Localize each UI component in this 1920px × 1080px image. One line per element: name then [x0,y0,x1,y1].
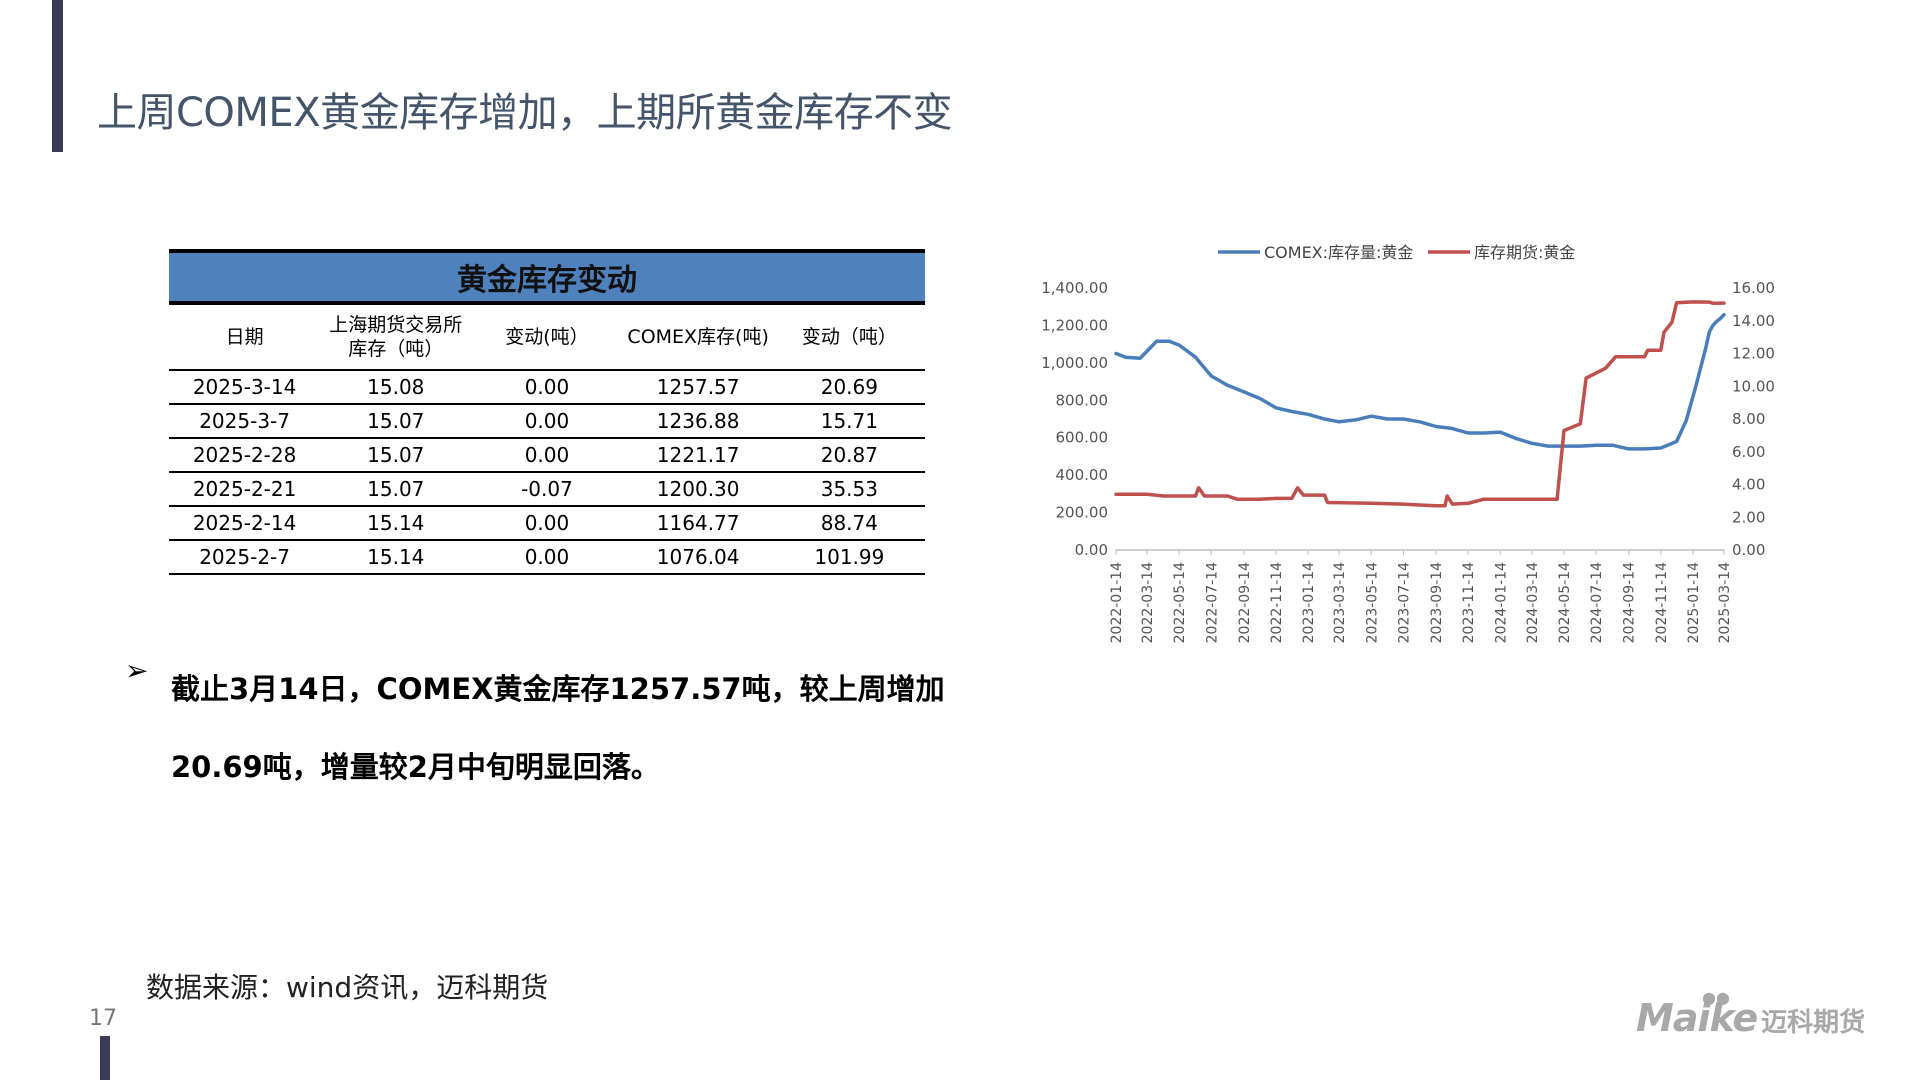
y-right-tick-label: 14.00 [1732,312,1775,330]
cell-shfe-change: 0.00 [471,438,623,473]
table-row: 2025-2-21 15.07 -0.07 1200.30 35.53 [169,472,925,507]
x-tick-label: 2023-05-14 [1364,562,1380,643]
logo-cn: 迈科期货 [1761,1008,1866,1038]
table-row: 2025-3-14 15.08 0.00 1257.57 20.69 [169,370,925,405]
accent-bar-top [52,0,63,152]
x-tick-label: 2022-07-14 [1204,562,1220,643]
y-right-tick-label: 0.00 [1732,541,1765,559]
legend-label: 库存期货:黄金 [1474,243,1575,262]
inventory-table: 黄金库存变动 日期 上海期货交易所库存（吨） 变动(吨） COMEX库存(吨) … [169,249,925,575]
column-header-comex-inventory: COMEX库存(吨) [622,303,774,371]
x-tick-label: 2022-05-14 [1172,562,1188,643]
y-left-tick-label: 1,000.00 [1041,354,1108,372]
cell-shfe-inventory: 15.08 [320,370,472,405]
cell-shfe-inventory: 15.14 [320,540,472,575]
y-left-tick-label: 0.00 [1075,541,1108,559]
cell-date: 2025-3-7 [169,404,321,439]
x-tick-label: 2025-03-14 [1717,562,1733,643]
cell-date: 2025-3-14 [169,370,321,405]
series-line-shfe [1114,300,1726,508]
inventory-line-chart: 0.00 200.00 400.00 600.00 800.00 1,000.00 1,20… [1041,243,1775,643]
y-right-tick-label: 16.00 [1732,279,1775,297]
company-logo: ●● Maike 迈科期货 [1636,988,1866,1044]
page-number: 17 [89,1006,117,1031]
y-left-tick-label: 1,200.00 [1041,316,1108,334]
x-tick-label: 2023-07-14 [1396,562,1412,643]
cell-date: 2025-2-28 [169,438,321,473]
x-tick-label: 2022-11-14 [1269,562,1285,643]
cell-comex-change: 20.87 [773,438,925,473]
cell-shfe-change: 0.00 [471,506,623,541]
x-tick-label: 2024-03-14 [1525,562,1541,643]
cell-comex-change: 35.53 [773,472,925,507]
table-row: 2025-2-14 15.14 0.00 1164.77 88.74 [169,506,925,541]
x-tick-label: 2022-09-14 [1237,562,1253,643]
x-tick-label: 2023-09-14 [1429,562,1445,643]
column-header-shfe-change: 变动(吨） [471,303,623,371]
table-row: 2025-3-7 15.07 0.00 1236.88 15.71 [169,404,925,439]
x-tick-label: 2022-03-14 [1140,562,1156,643]
x-tick-label: 2024-07-14 [1589,562,1605,643]
summary-text: 截止3月14日，COMEX黄金库存1257.57吨，较上周增加20.69吨，增量… [171,672,945,784]
x-tick-label: 2024-09-14 [1622,562,1638,643]
x-tick-label: 2023-01-14 [1301,562,1317,643]
cell-comex-change: 88.74 [773,506,925,541]
arrow-bullet-icon: ➢ [125,654,149,687]
y-left-tick-label: 400.00 [1056,466,1109,484]
cell-shfe-change: -0.07 [471,472,623,507]
y-left-tick-label: 1,400.00 [1041,279,1108,297]
y-left-tick-label: 200.00 [1056,504,1109,522]
x-tick-label: 2024-05-14 [1557,562,1573,643]
cell-comex-inventory: 1200.30 [622,472,774,507]
x-tick-label: 2025-01-14 [1686,562,1702,643]
cell-comex-inventory: 1164.77 [622,506,774,541]
table-caption: 黄金库存变动 [169,249,925,305]
legend-label: COMEX:库存量:黄金 [1264,243,1413,262]
cell-comex-change: 20.69 [773,370,925,405]
cell-shfe-inventory: 15.07 [320,404,472,439]
cell-comex-inventory: 1076.04 [622,540,774,575]
cell-comex-change: 15.71 [773,404,925,439]
column-header-comex-change: 变动（吨） [773,303,925,371]
table-header-row: 日期 上海期货交易所库存（吨） 变动(吨） COMEX库存(吨) 变动（吨） [169,303,925,371]
x-tick-label: 2024-11-14 [1654,562,1670,643]
data-source: 数据来源：wind资讯，迈科期货 [146,971,549,1004]
cell-shfe-inventory: 15.14 [320,506,472,541]
column-header-shfe-inventory: 上海期货交易所库存（吨） [320,303,472,371]
y-left-tick-label: 800.00 [1056,391,1109,409]
logo-dots-icon: ●● [1702,988,1730,1007]
cell-shfe-change: 0.00 [471,370,623,405]
y-right-tick-label: 12.00 [1732,345,1775,363]
logo-en: Maike [1636,996,1758,1040]
cell-shfe-inventory: 15.07 [320,472,472,507]
cell-shfe-inventory: 15.07 [320,438,472,473]
cell-shfe-change: 0.00 [471,540,623,575]
column-header-date: 日期 [169,303,321,371]
accent-bar-bottom [100,1036,110,1080]
x-tick-label: 2023-11-14 [1461,562,1477,643]
cell-date: 2025-2-7 [169,540,321,575]
page-title: 上周COMEX黄金库存增加，上期所黄金库存不变 [97,90,953,136]
cell-date: 2025-2-21 [169,472,321,507]
y-right-tick-label: 2.00 [1732,508,1765,526]
cell-comex-change: 101.99 [773,540,925,575]
cell-comex-inventory: 1236.88 [622,404,774,439]
x-tick-label: 2024-01-14 [1493,562,1509,643]
y-left-tick-label: 600.00 [1056,429,1109,447]
y-right-tick-label: 4.00 [1732,476,1765,494]
cell-shfe-change: 0.00 [471,404,623,439]
cell-date: 2025-2-14 [169,506,321,541]
x-tick-label: 2023-03-14 [1332,562,1348,643]
y-right-tick-label: 6.00 [1732,443,1765,461]
table-row: 2025-2-28 15.07 0.00 1221.17 20.87 [169,438,925,473]
cell-comex-inventory: 1257.57 [622,370,774,405]
series-line-comex [1114,312,1726,451]
table-row: 2025-2-7 15.14 0.00 1076.04 101.99 [169,540,925,575]
y-right-tick-label: 10.00 [1732,377,1775,395]
y-right-tick-label: 8.00 [1732,410,1765,428]
cell-comex-inventory: 1221.17 [622,438,774,473]
x-tick-label: 2022-01-14 [1109,562,1125,643]
